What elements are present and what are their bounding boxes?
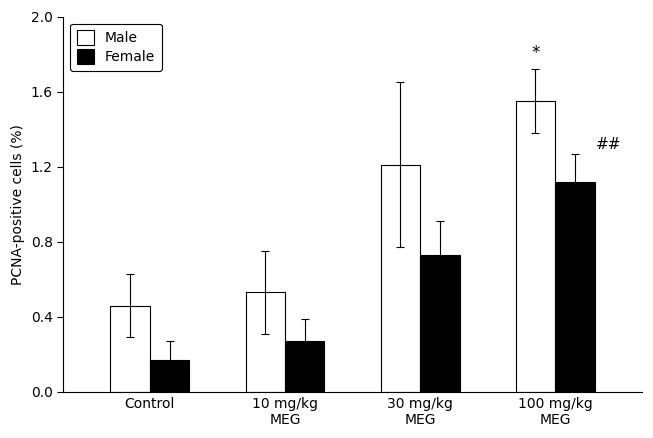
Bar [516, 101, 555, 392]
Text: ##: ## [596, 137, 621, 152]
Bar [420, 255, 460, 392]
Bar [110, 306, 150, 392]
Bar [555, 182, 595, 392]
Legend: Male, Female: Male, Female [70, 24, 162, 71]
Bar [150, 360, 189, 392]
Bar [381, 165, 420, 392]
Bar [246, 293, 285, 392]
Y-axis label: PCNA-positive cells (%): PCNA-positive cells (%) [11, 124, 25, 285]
Bar [285, 341, 325, 392]
Text: *: * [532, 44, 539, 62]
